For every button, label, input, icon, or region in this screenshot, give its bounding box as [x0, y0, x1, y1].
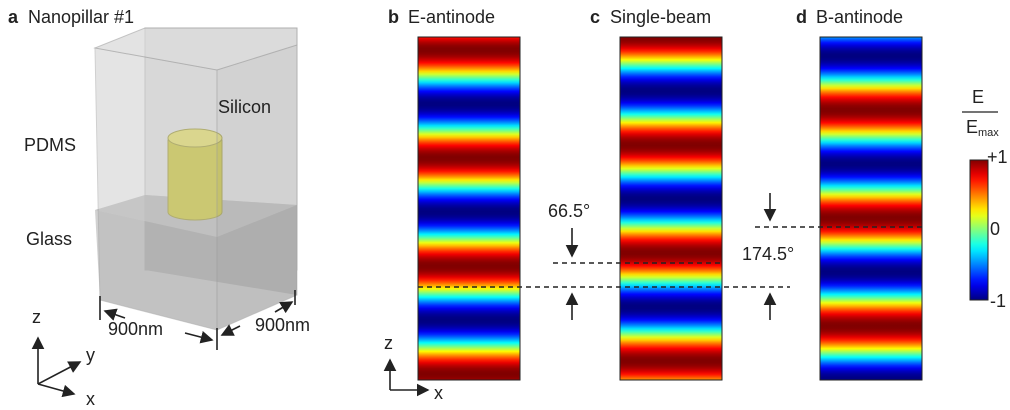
- field-map: [417, 36, 521, 381]
- dimension-label: 900nm: [108, 319, 163, 339]
- angle-label: 66.5°: [548, 201, 590, 221]
- axis-label: x: [86, 389, 95, 409]
- top-face: [93, 27, 298, 71]
- colorbar: [969, 159, 989, 301]
- y-arrow: [37, 361, 82, 385]
- colorbar-tick: -1: [990, 291, 1006, 311]
- denominator: E: [966, 117, 978, 137]
- subscript: max: [978, 127, 999, 139]
- field-map: [619, 36, 723, 381]
- panel-letter: b: [388, 7, 399, 27]
- axes-2d: [383, 358, 430, 397]
- dimension-label: 900nm: [255, 315, 310, 335]
- colorbar-tick: 0: [990, 219, 1000, 239]
- panel-title: B-antinode: [816, 7, 903, 27]
- box: [93, 27, 298, 331]
- axis-label: z: [32, 307, 41, 327]
- glass-front: [95, 210, 217, 330]
- arrow: [220, 324, 241, 336]
- label-pdms: PDMS: [24, 135, 76, 155]
- arrow: [184, 330, 214, 344]
- arrow: [274, 301, 294, 314]
- panel-letter: a: [8, 7, 19, 27]
- panel-letter: c: [590, 7, 600, 27]
- angle-label: 174.5°: [742, 244, 794, 264]
- axis-label: z: [384, 333, 393, 353]
- colorbar-numerator: E: [972, 87, 984, 107]
- colorbar-tick: +1: [987, 147, 1008, 167]
- axis-label: y: [86, 345, 95, 365]
- panel-title: Single-beam: [610, 7, 711, 27]
- label-glass: Glass: [26, 229, 72, 249]
- field-maps: [417, 36, 923, 381]
- panel-title: Nanopillar #1: [28, 7, 134, 27]
- panel-title: E-antinode: [408, 7, 495, 27]
- axis-label: x: [434, 383, 443, 403]
- arrow: [103, 308, 126, 321]
- colorbar-denominator: Emax: [966, 117, 999, 139]
- panel-letter: d: [796, 7, 807, 27]
- glass-side: [217, 205, 297, 330]
- field-map: [819, 36, 923, 381]
- label-silicon: Silicon: [218, 97, 271, 117]
- dimension-marks: [99, 290, 296, 350]
- x-arrow: [37, 383, 76, 398]
- axes-3d: [31, 336, 82, 398]
